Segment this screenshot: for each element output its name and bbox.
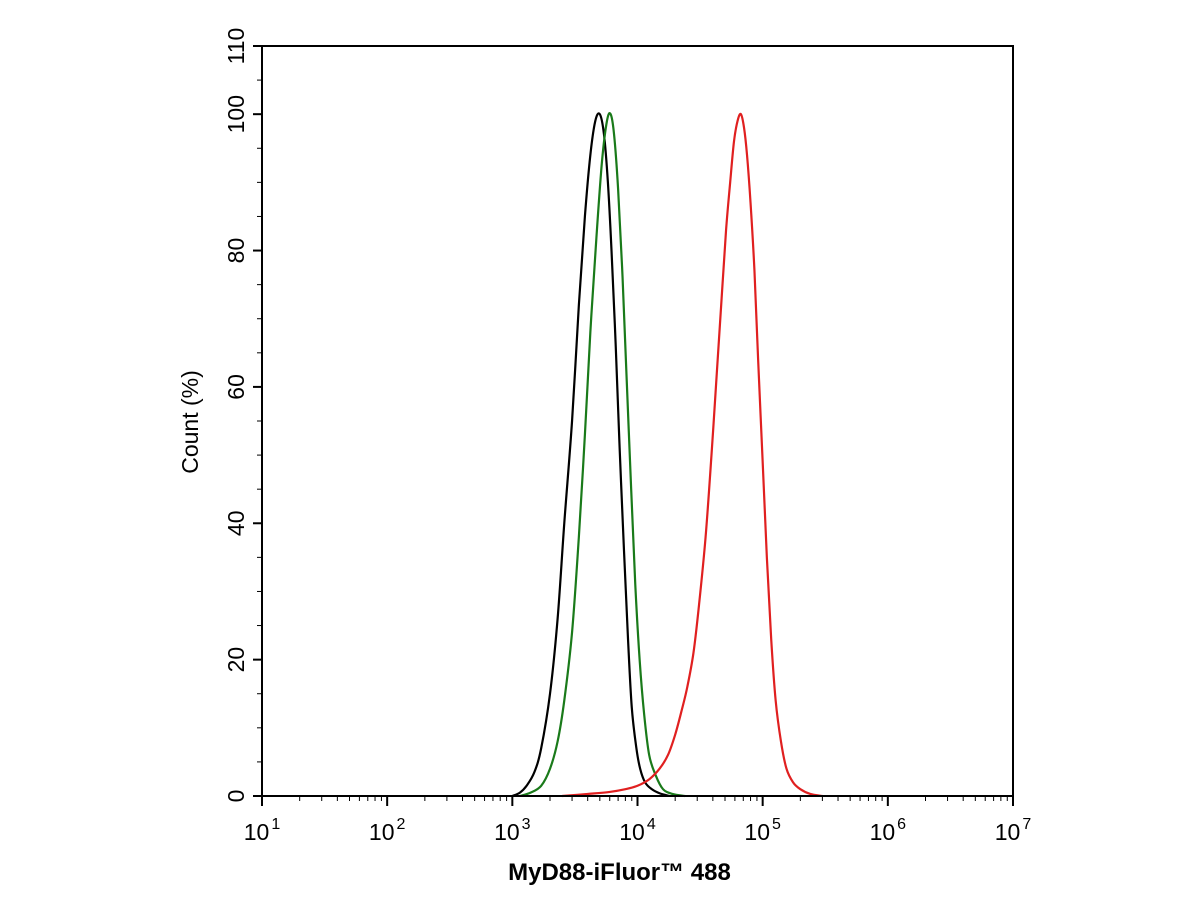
x-tick-exponent: 2 bbox=[397, 816, 406, 833]
x-tick-label: 10 7 bbox=[995, 816, 1032, 845]
x-tick-base: 10 bbox=[619, 819, 645, 845]
y-tick-label: 110 bbox=[223, 28, 249, 65]
x-tick-base: 10 bbox=[870, 819, 896, 845]
x-tick-label: 10 2 bbox=[369, 816, 406, 845]
x-tick-exponent: 7 bbox=[1022, 816, 1031, 833]
x-tick-label: 10 1 bbox=[244, 816, 281, 845]
series-curve-3 bbox=[562, 112, 823, 798]
x-tick-base: 10 bbox=[494, 819, 520, 845]
x-tick-base: 10 bbox=[744, 819, 770, 845]
x-tick-label: 10 3 bbox=[494, 816, 531, 845]
x-tick-label: 10 4 bbox=[619, 816, 656, 845]
x-axis-title: MyD88-iFluor™ 488 bbox=[508, 859, 731, 886]
y-tick-label: 100 bbox=[223, 95, 249, 133]
x-tick-exponent: 1 bbox=[271, 816, 280, 833]
curves-layer bbox=[511, 112, 823, 798]
series-curve-1 bbox=[511, 112, 670, 798]
x-tick-label: 10 5 bbox=[744, 816, 781, 845]
x-tick-base: 10 bbox=[369, 819, 395, 845]
x-tick-base: 10 bbox=[244, 819, 270, 845]
plot-frame bbox=[261, 45, 1014, 797]
x-tick-exponent: 3 bbox=[522, 816, 531, 833]
x-tick-exponent: 5 bbox=[772, 816, 781, 833]
y-axis: 0 20 40 60 80 100 110 bbox=[223, 28, 262, 803]
x-tick-base: 10 bbox=[995, 819, 1021, 845]
x-tick-exponent: 6 bbox=[897, 816, 906, 833]
y-tick-label: 80 bbox=[223, 238, 249, 264]
y-tick-label: 60 bbox=[223, 374, 249, 400]
y-tick-label: 40 bbox=[223, 510, 249, 536]
x-tick-label: 10 6 bbox=[870, 816, 907, 845]
y-tick-label: 0 bbox=[223, 790, 249, 803]
x-axis: 10 1 10 2 10 3 10 4 10 5 10 6 10 7 bbox=[244, 796, 1032, 845]
y-tick-label: 20 bbox=[223, 647, 249, 673]
y-axis-title: Count (%) bbox=[177, 370, 203, 474]
x-tick-exponent: 4 bbox=[647, 816, 656, 833]
series-curve-2 bbox=[519, 112, 686, 798]
